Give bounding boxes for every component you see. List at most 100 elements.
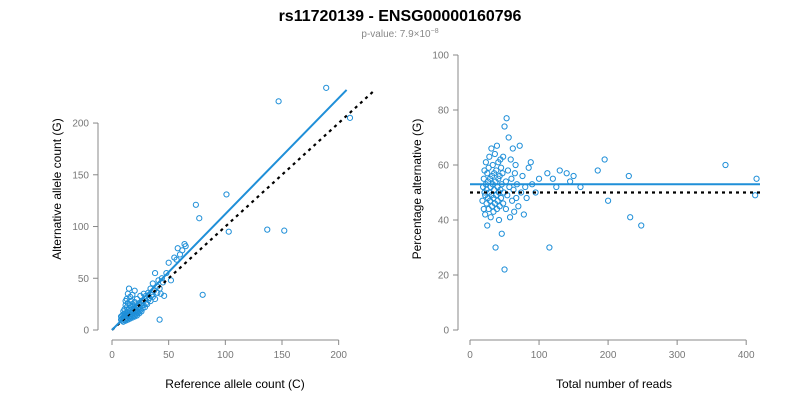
data-point [503,115,510,122]
x-tick-label: 400 [738,350,755,361]
data-point [519,172,526,180]
data-point [516,142,523,149]
p-value-label: p-value: 7.9×10−8 [361,28,438,40]
data-point [491,150,498,158]
x-tick-label: 300 [669,350,686,361]
data-point [490,208,497,215]
data-point [487,214,494,221]
data-point [511,208,518,215]
data-point [489,161,496,169]
data-point [563,170,570,177]
data-point [509,145,516,152]
data-point [594,167,601,174]
data-point [275,98,282,105]
data-point [502,205,510,213]
data-point [570,172,577,180]
data-point [158,275,165,282]
y-tick-label: 20 [438,271,450,282]
data-point [507,156,514,163]
data-point [482,159,489,166]
data-point [482,211,489,218]
x-tick-label: 200 [600,350,617,361]
y-tick-label: 0 [443,326,449,337]
data-point [165,259,172,266]
data-point [532,189,539,196]
data-point [488,145,495,152]
data-point [525,164,532,171]
data-point [346,114,354,121]
data-point [323,84,330,91]
data-point [480,175,487,182]
left-x-axis-label: Reference allele count (C) [165,377,304,391]
data-point [638,222,645,229]
data-point [752,192,759,199]
data-point [504,167,512,174]
fit-line [111,89,348,331]
data-point [223,191,230,198]
right-y-axis-label: Percentage alternative (G) [410,119,424,260]
data-point [509,197,516,204]
data-point [508,175,515,182]
data-point [484,170,491,177]
data-point [485,164,492,171]
data-point [544,170,551,177]
data-point [179,247,186,254]
left-scatter-panel: Reference allele count (C) Alternative a… [50,84,376,391]
data-point [627,214,634,221]
data-point [527,159,534,166]
data-point [199,291,206,298]
data-point [549,175,556,182]
data-point [125,285,133,292]
x-tick-label: 200 [330,350,347,361]
y-tick-label: 40 [438,216,450,227]
data-point [492,244,499,251]
data-point [535,175,543,182]
data-point [511,170,518,177]
x-tick-label: 0 [467,350,473,361]
data-point [128,297,135,305]
x-tick-label: 150 [274,350,291,361]
data-point [493,142,501,149]
data-point [505,134,512,141]
p-value-exponent: −8 [431,28,439,35]
data-point [144,301,151,308]
data-point [192,201,199,208]
data-point [483,200,490,207]
data-point [156,316,163,323]
data-point [497,164,505,171]
data-point [501,266,508,273]
data-point [182,243,189,250]
data-point [520,211,527,218]
data-point [281,227,288,234]
y-tick-label: 60 [438,161,450,172]
y-tick-label: 150 [72,170,89,181]
x-tick-label: 100 [531,350,548,361]
data-point [149,280,156,287]
chart-title: rs11720139 - ENSG00000160796 [279,8,522,25]
data-point [506,214,514,221]
data-point [500,200,507,207]
y-tick-label: 200 [72,119,89,130]
data-point [264,226,271,233]
data-point [161,292,168,299]
data-point [131,287,138,294]
y-tick-label: 0 [83,326,89,337]
data-point [225,228,232,235]
data-point [604,197,612,204]
data-point [167,277,175,284]
right-scatter-panel: Total number of reads Percentage alterna… [410,51,760,391]
x-tick-label: 100 [217,350,234,361]
y-tick-label: 100 [72,222,89,233]
data-point [556,167,563,174]
data-point [498,230,505,237]
reference-line [111,89,376,331]
data-point [493,167,500,174]
data-point [173,256,180,263]
data-point [484,222,491,229]
data-point [500,153,507,160]
y-tick-label: 80 [438,106,450,117]
data-point [515,203,522,210]
y-tick-label: 100 [432,51,449,62]
data-point [196,215,203,222]
